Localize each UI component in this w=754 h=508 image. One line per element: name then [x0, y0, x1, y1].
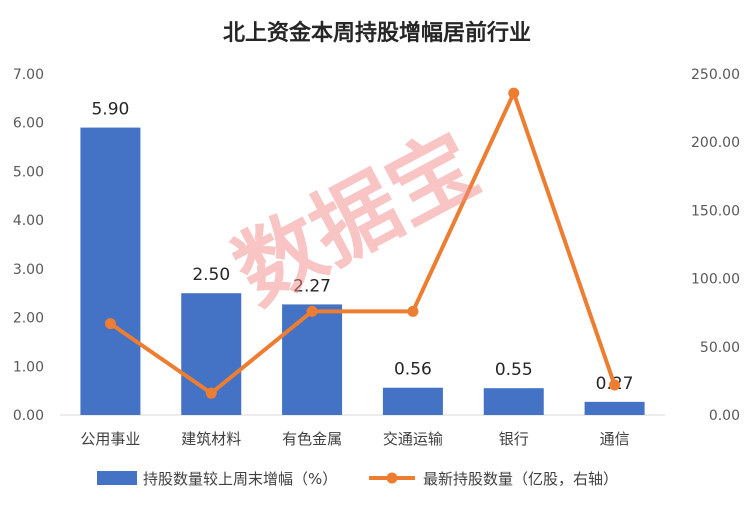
y-right-tick-label: 250.00	[691, 67, 740, 83]
bar-data-label: 2.27	[293, 276, 331, 296]
x-category-label: 银行	[499, 430, 529, 448]
line-point	[609, 379, 621, 391]
bar-data-label: 2.50	[192, 265, 230, 285]
y-right-tick-label: 200.00	[691, 135, 740, 151]
legend: 持股数量较上周末增幅（%） 最新持股数量（亿股，右轴）	[97, 470, 618, 488]
legend-line-label: 最新持股数量（亿股，右轴）	[423, 470, 618, 488]
bar-data-label: 0.56	[394, 360, 432, 380]
line-point	[104, 318, 116, 330]
x-category-label: 交通运输	[383, 430, 443, 448]
y-left-tick-label: 6.00	[13, 116, 44, 132]
y-left-tick-label: 5.00	[13, 164, 44, 180]
line-point	[407, 305, 419, 317]
bar	[382, 387, 443, 415]
legend-bar-swatch	[97, 471, 137, 485]
y-right-axis: 0.00 50.00 100.00 150.00 200.00 250.00	[691, 67, 740, 424]
bar	[483, 388, 544, 415]
bar	[80, 127, 141, 415]
y-left-tick-label: 4.00	[13, 213, 44, 229]
bar	[584, 401, 645, 415]
y-left-tick-label: 0.00	[13, 408, 44, 424]
bar-series: 5.902.502.270.560.550.27	[80, 100, 645, 415]
x-category-label: 通信	[600, 430, 630, 448]
line-path	[109, 91, 617, 396]
y-left-tick-label: 2.00	[13, 311, 44, 327]
y-left-axis: 0.00 1.00 2.00 3.00 4.00 5.00 6.00 7.00	[13, 67, 44, 424]
x-axis-categories: 公用事业 建筑材料 有色金属 交通运输 银行 通信	[80, 430, 629, 448]
line-series	[104, 87, 621, 399]
line-point	[306, 305, 318, 317]
y-right-tick-label: 100.00	[691, 272, 740, 288]
x-category-label: 有色金属	[282, 430, 342, 448]
watermark: 数据宝	[219, 115, 494, 324]
chart-title: 北上资金本周持股增幅居前行业	[223, 20, 531, 46]
x-category-label: 建筑材料	[181, 430, 241, 448]
x-category-label: 公用事业	[80, 430, 140, 448]
y-left-tick-label: 7.00	[13, 67, 44, 83]
legend-line-marker	[386, 472, 398, 484]
y-left-tick-label: 1.00	[13, 359, 44, 375]
y-right-tick-label: 150.00	[691, 203, 740, 219]
line-point	[508, 87, 520, 99]
y-left-tick-label: 3.00	[13, 262, 44, 278]
bar	[282, 304, 343, 415]
bar-data-label: 0.55	[495, 360, 533, 380]
legend-bar-label: 持股数量较上周末增幅（%）	[143, 470, 337, 488]
y-right-tick-label: 50.00	[700, 340, 740, 356]
y-right-tick-label: 0.00	[709, 408, 740, 424]
bar-data-label: 5.90	[91, 100, 129, 120]
line-point	[205, 387, 217, 399]
